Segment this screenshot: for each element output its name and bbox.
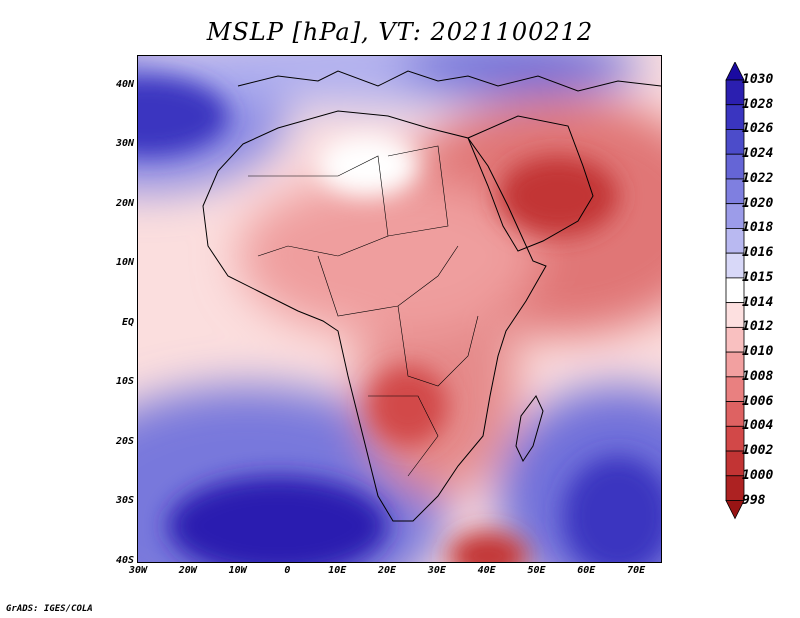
y-tick-label: 10N (115, 257, 134, 269)
azores-high-core (138, 76, 228, 156)
colorbar (725, 62, 745, 520)
colorbar-bottom-arrow (725, 500, 745, 520)
y-tick-label: 30N (115, 138, 134, 150)
mslp-map (137, 55, 662, 563)
kalahari-low (368, 366, 448, 446)
colorbar-level-label: 1002 (742, 443, 774, 459)
map-title: MSLP [hPa], VT: 2021100212 (206, 18, 594, 46)
y-tick-label: 40S (115, 555, 134, 566)
colorbar-level-label: 1008 (742, 368, 774, 384)
x-tick-label: 70E (627, 565, 646, 576)
colorbar-level-label: 1026 (742, 121, 774, 137)
y-tick-label: 20S (115, 435, 134, 447)
colorbar-level-label: 1000 (742, 467, 774, 483)
y-tick-label: 20N (115, 197, 134, 209)
colorbar-level-label: 1014 (742, 294, 774, 310)
x-tick-label: 30W (128, 565, 148, 576)
y-tick-label: 30S (115, 495, 134, 507)
colorbar-level-label: 1016 (742, 245, 774, 261)
colorbar-level-label: 1030 (742, 72, 774, 87)
y-tick-label: 10S (115, 376, 134, 388)
madagascar-coastline (515, 395, 544, 463)
country-borders (248, 145, 479, 477)
arabian-low-core (498, 156, 618, 236)
credit-text: GrADS: IGES/COLA (6, 604, 93, 614)
colorbar-level-label: 1018 (742, 220, 774, 236)
x-tick-label: 10W (228, 565, 247, 576)
colorbar-level-label: 1020 (742, 195, 774, 211)
x-tick-label: 20W (178, 565, 197, 576)
x-tick-label: 50E (527, 565, 546, 576)
europe-coastline (237, 70, 661, 92)
colorbar-level-label: 1022 (742, 170, 774, 186)
x-tick-label: 30E (427, 565, 446, 576)
south-indian-high-core (563, 456, 661, 562)
south-atlantic-high-core (168, 476, 388, 562)
colorbar-level-label: 1024 (742, 146, 774, 162)
colorbar-level-label: 1012 (742, 319, 774, 335)
y-tick-label: 40N (115, 78, 134, 90)
europe-high-core (398, 56, 638, 91)
central-africa-low (238, 176, 538, 336)
colorbar-level-label: 1004 (742, 418, 774, 434)
colorbar-level-label: 1015 (742, 269, 774, 285)
colorbar-level-label: 998 (742, 492, 766, 508)
x-tick-label: 20E (378, 565, 397, 576)
y-tick-label: EQ (121, 316, 134, 328)
x-tick-label: 60E (577, 565, 596, 576)
libya-ridge (318, 136, 418, 196)
x-tick-label: 0 (284, 565, 291, 576)
colorbar-level-label: 1010 (742, 344, 774, 360)
x-tick-label: 40E (477, 565, 496, 576)
colorbar-level-label: 1006 (742, 393, 774, 409)
x-tick-label: 10E (328, 565, 347, 576)
southern-low-core (448, 531, 528, 562)
arabia-coastline (467, 115, 594, 252)
colorbar-level-label: 1028 (742, 96, 774, 112)
